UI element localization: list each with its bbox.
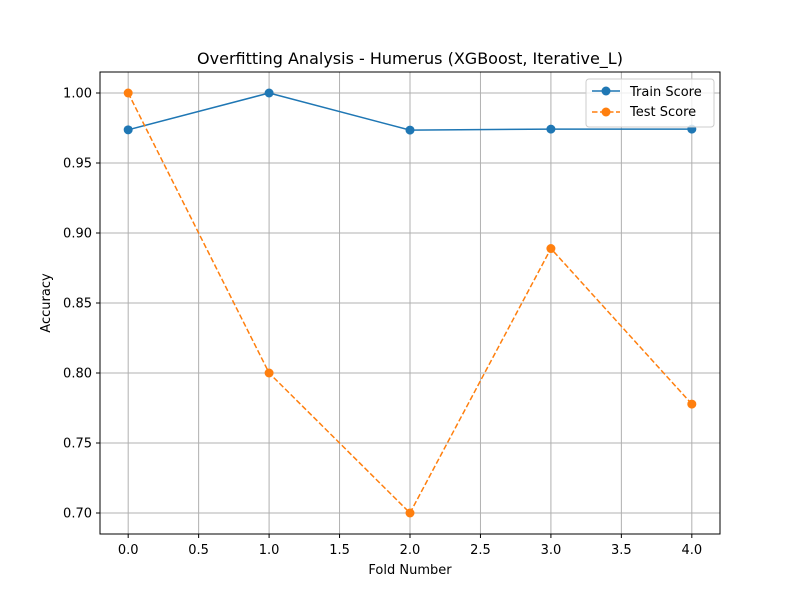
chart-title: Overfitting Analysis - Humerus (XGBoost,… — [197, 49, 623, 69]
train-score-point — [405, 125, 415, 135]
train-score-series — [123, 88, 697, 135]
train-score-point — [546, 124, 556, 134]
legend-test-label: Test Score — [629, 105, 696, 120]
y-tick-label: 0.70 — [63, 507, 92, 522]
y-axis-title: Accuracy — [39, 273, 54, 333]
test-score-point — [405, 508, 415, 518]
train-score-point — [123, 125, 133, 135]
y-axis: 0.70 0.75 0.80 0.85 0.90 0.95 1.00 — [63, 87, 100, 522]
legend: Train Score Test Score — [585, 78, 715, 128]
test-score-series — [123, 88, 697, 518]
x-tick-label: 1.5 — [329, 543, 350, 558]
x-tick-label: 4.0 — [681, 543, 702, 558]
y-tick-label: 1.00 — [63, 87, 92, 102]
legend-train-label: Train Score — [629, 85, 702, 100]
test-score-point — [264, 368, 274, 378]
legend-train-marker — [601, 86, 611, 96]
train-score-point — [264, 88, 274, 98]
x-tick-label: 1.0 — [259, 543, 280, 558]
x-tick-label: 0.0 — [118, 543, 139, 558]
y-tick-label: 0.85 — [63, 297, 92, 312]
x-axis: 0.0 0.5 1.0 1.5 2.0 2.5 3.0 3.5 4.0 — [118, 534, 702, 558]
x-tick-label: 2.5 — [470, 543, 491, 558]
x-tick-label: 2.0 — [400, 543, 421, 558]
y-tick-label: 0.90 — [63, 227, 92, 242]
x-tick-label: 0.5 — [188, 543, 209, 558]
x-tick-label: 3.0 — [541, 543, 562, 558]
y-tick-label: 0.75 — [63, 437, 92, 452]
y-tick-label: 0.80 — [63, 367, 92, 382]
y-tick-label: 0.95 — [63, 157, 92, 172]
test-score-point — [546, 244, 556, 254]
test-score-point — [687, 399, 697, 409]
legend-test-marker — [601, 107, 611, 117]
series-layer — [123, 88, 697, 518]
test-score-point — [123, 88, 133, 98]
x-tick-label: 3.5 — [611, 543, 632, 558]
x-axis-title: Fold Number — [368, 563, 452, 578]
